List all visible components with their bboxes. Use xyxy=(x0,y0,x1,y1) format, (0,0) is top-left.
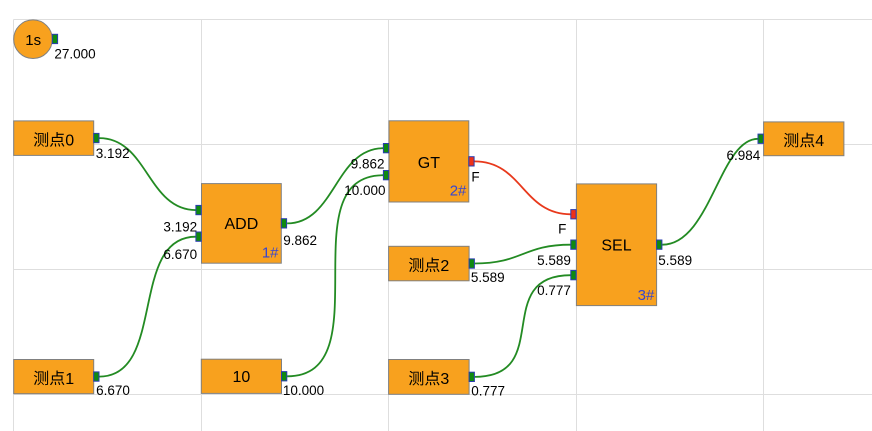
svg-text:3.192: 3.192 xyxy=(163,219,197,234)
svg-text:F: F xyxy=(471,170,479,185)
svg-text:5.589: 5.589 xyxy=(471,270,505,285)
svg-text:5.589: 5.589 xyxy=(537,253,571,268)
svg-text:ADD: ADD xyxy=(225,216,259,233)
svg-text:6.670: 6.670 xyxy=(163,247,197,262)
svg-text:0.777: 0.777 xyxy=(471,383,505,398)
svg-text:10: 10 xyxy=(233,369,251,386)
svg-text:3: 3 xyxy=(440,371,449,388)
svg-text:6.670: 6.670 xyxy=(96,383,130,398)
svg-text:5.589: 5.589 xyxy=(658,253,692,268)
svg-text:2#: 2# xyxy=(450,183,467,200)
svg-text:27.000: 27.000 xyxy=(54,47,95,62)
svg-text:F: F xyxy=(558,221,566,236)
svg-text:1: 1 xyxy=(65,371,74,388)
svg-text:1s: 1s xyxy=(25,32,41,49)
svg-text:0: 0 xyxy=(65,133,74,150)
svg-text:GT: GT xyxy=(418,155,440,172)
svg-text:10.000: 10.000 xyxy=(344,183,385,198)
svg-text:3.192: 3.192 xyxy=(96,146,130,161)
svg-text:6.984: 6.984 xyxy=(727,148,761,163)
svg-text:4: 4 xyxy=(815,133,824,150)
svg-text:1#: 1# xyxy=(262,245,279,262)
svg-text:0.777: 0.777 xyxy=(537,283,571,298)
svg-text:3#: 3# xyxy=(638,287,655,304)
svg-text:10.000: 10.000 xyxy=(283,383,324,398)
svg-text:SEL: SEL xyxy=(601,238,631,255)
svg-text:2: 2 xyxy=(440,258,449,275)
svg-text:9.862: 9.862 xyxy=(351,157,385,172)
svg-text:9.862: 9.862 xyxy=(283,233,317,248)
